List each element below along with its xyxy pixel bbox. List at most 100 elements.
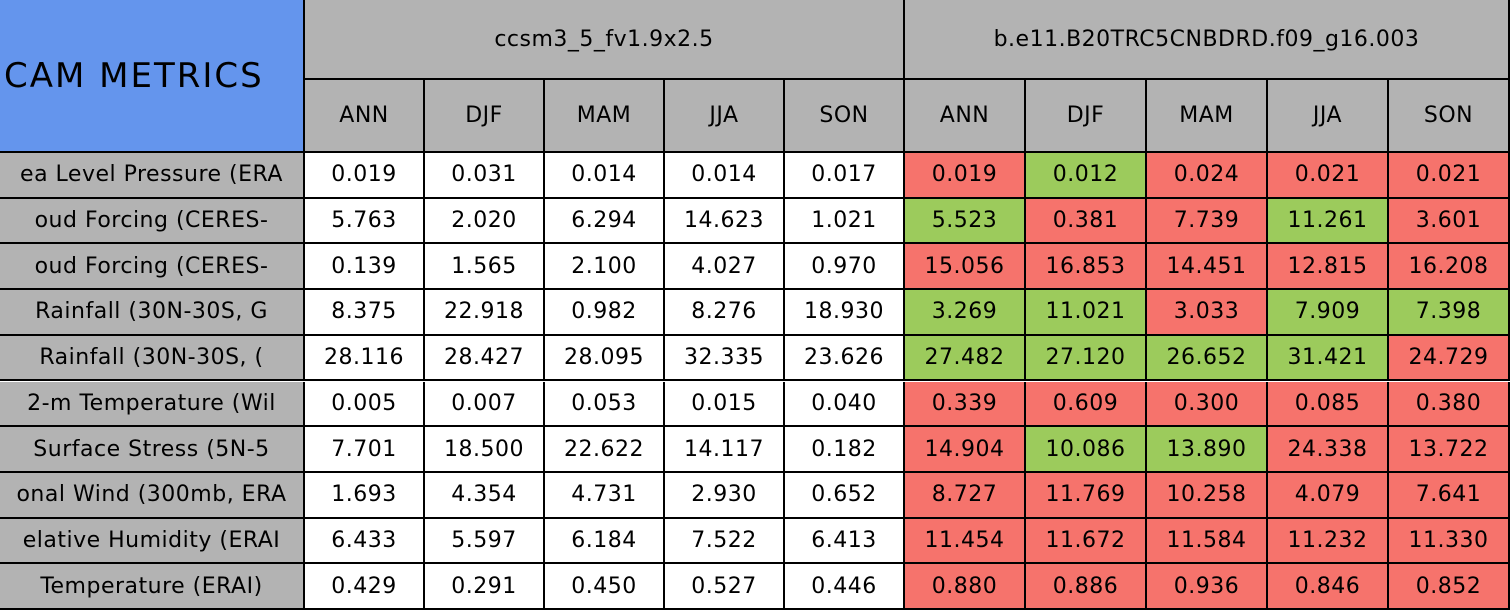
value-cell: 0.852 bbox=[1389, 564, 1510, 610]
row-label-text: oud Forcing (CERES- bbox=[34, 208, 269, 234]
row-label-text: Temperature (ERAI) bbox=[40, 573, 263, 599]
value-cell-text: 0.019 bbox=[931, 162, 998, 188]
value-cell: 16.853 bbox=[1026, 244, 1147, 291]
season-header: ANN bbox=[305, 80, 425, 153]
value-cell-text: 0.015 bbox=[691, 390, 757, 416]
value-cell: 31.421 bbox=[1268, 335, 1389, 382]
value-cell-text: 6.294 bbox=[571, 208, 637, 234]
value-cell: 3.033 bbox=[1147, 290, 1268, 336]
value-cell: 0.014 bbox=[665, 153, 785, 199]
value-cell: 1.021 bbox=[785, 198, 905, 245]
value-cell-text: 10.086 bbox=[1045, 436, 1126, 462]
value-cell: 27.120 bbox=[1026, 335, 1147, 382]
value-cell-text: 5.763 bbox=[331, 208, 397, 234]
value-cell-text: 0.021 bbox=[1415, 162, 1482, 188]
value-cell-text: 28.116 bbox=[324, 345, 404, 371]
season-header-text: SON bbox=[819, 103, 869, 128]
value-cell-text: 22.918 bbox=[444, 299, 524, 325]
value-cell: 4.731 bbox=[545, 472, 665, 519]
row-label: oud Forcing (CERES- bbox=[0, 198, 305, 245]
value-cell-text: 0.139 bbox=[331, 253, 397, 279]
value-cell-text: 15.056 bbox=[924, 253, 1005, 279]
value-cell: 18.500 bbox=[425, 427, 545, 473]
value-cell-text: 11.769 bbox=[1045, 482, 1126, 508]
value-cell-text: 14.451 bbox=[1166, 253, 1247, 279]
value-cell: 0.880 bbox=[905, 564, 1026, 610]
value-cell: 0.182 bbox=[785, 427, 905, 473]
value-cell: 0.015 bbox=[665, 381, 785, 428]
value-cell: 0.429 bbox=[305, 564, 425, 610]
value-cell: 0.014 bbox=[545, 153, 665, 199]
value-cell: 6.413 bbox=[785, 518, 905, 565]
row-label: Rainfall (30N-30S, ( bbox=[0, 335, 305, 382]
value-cell: 0.970 bbox=[785, 244, 905, 291]
season-header: MAM bbox=[1147, 80, 1268, 153]
season-header-text: MAM bbox=[1179, 103, 1234, 128]
value-cell-text: 0.291 bbox=[451, 573, 517, 599]
row-label: Surface Stress (5N-5 bbox=[0, 427, 305, 473]
value-cell: 0.021 bbox=[1268, 153, 1389, 199]
season-header: DJF bbox=[1026, 80, 1147, 153]
value-cell: 7.398 bbox=[1389, 290, 1510, 336]
value-cell: 0.012 bbox=[1026, 153, 1147, 199]
value-cell-text: 0.446 bbox=[811, 573, 877, 599]
value-cell: 6.433 bbox=[305, 518, 425, 565]
value-cell-text: 3.033 bbox=[1173, 299, 1240, 325]
value-cell: 11.021 bbox=[1026, 290, 1147, 336]
value-cell-text: 5.597 bbox=[451, 527, 517, 553]
row-label-text: elative Humidity (ERAI bbox=[22, 527, 281, 553]
value-cell: 22.622 bbox=[545, 427, 665, 473]
value-cell: 11.769 bbox=[1026, 472, 1147, 519]
value-cell: 0.007 bbox=[425, 381, 545, 428]
value-cell: 7.522 bbox=[665, 518, 785, 565]
season-header: MAM bbox=[545, 80, 665, 153]
value-cell-text: 22.622 bbox=[564, 436, 644, 462]
value-cell: 0.040 bbox=[785, 381, 905, 428]
value-cell: 22.918 bbox=[425, 290, 545, 336]
value-cell: 0.019 bbox=[305, 153, 425, 199]
value-cell-text: 3.269 bbox=[931, 299, 998, 325]
value-cell-text: 0.609 bbox=[1052, 390, 1119, 416]
value-cell-text: 3.601 bbox=[1415, 208, 1482, 234]
season-header-text: DJF bbox=[465, 103, 503, 128]
value-cell-text: 7.909 bbox=[1294, 299, 1361, 325]
value-cell-text: 10.258 bbox=[1166, 482, 1247, 508]
value-cell-text: 0.652 bbox=[811, 482, 877, 508]
value-cell: 0.381 bbox=[1026, 198, 1147, 245]
value-cell: 0.031 bbox=[425, 153, 545, 199]
value-cell: 24.729 bbox=[1389, 335, 1510, 382]
value-cell-text: 0.005 bbox=[331, 390, 397, 416]
value-cell-text: 0.019 bbox=[331, 162, 397, 188]
value-cell-text: 0.982 bbox=[571, 299, 637, 325]
value-cell-text: 0.450 bbox=[571, 573, 637, 599]
season-header: JJA bbox=[665, 80, 785, 153]
value-cell-text: 1.021 bbox=[811, 208, 877, 234]
value-cell: 5.597 bbox=[425, 518, 545, 565]
value-cell: 5.523 bbox=[905, 198, 1026, 245]
value-cell: 11.261 bbox=[1268, 198, 1389, 245]
row-label: 2-m Temperature (Wil bbox=[0, 381, 305, 428]
model-header-text: b.e11.B20TRC5CNBDRD.f09_g16.003 bbox=[993, 26, 1420, 52]
value-cell: 15.056 bbox=[905, 244, 1026, 291]
value-cell-text: 12.815 bbox=[1287, 253, 1368, 279]
value-cell-text: 23.626 bbox=[804, 345, 884, 371]
row-label: onal Wind (300mb, ERA bbox=[0, 472, 305, 519]
value-cell: 0.291 bbox=[425, 564, 545, 610]
value-cell: 0.053 bbox=[545, 381, 665, 428]
model-header: b.e11.B20TRC5CNBDRD.f09_g16.003 bbox=[905, 0, 1510, 80]
value-cell-text: 11.454 bbox=[924, 527, 1005, 553]
value-cell: 3.601 bbox=[1389, 198, 1510, 245]
season-header-text: JJA bbox=[709, 103, 739, 128]
value-cell: 4.027 bbox=[665, 244, 785, 291]
season-header: JJA bbox=[1268, 80, 1389, 153]
value-cell: 13.722 bbox=[1389, 427, 1510, 473]
value-cell-text: 18.930 bbox=[804, 299, 884, 325]
value-cell-text: 14.904 bbox=[924, 436, 1005, 462]
value-cell: 0.021 bbox=[1389, 153, 1510, 199]
row-label: Temperature (ERAI) bbox=[0, 564, 305, 610]
value-cell: 8.375 bbox=[305, 290, 425, 336]
value-cell: 8.727 bbox=[905, 472, 1026, 519]
row-label-text: Rainfall (30N-30S, G bbox=[35, 299, 268, 325]
value-cell-text: 0.014 bbox=[571, 162, 637, 188]
value-cell: 0.005 bbox=[305, 381, 425, 428]
